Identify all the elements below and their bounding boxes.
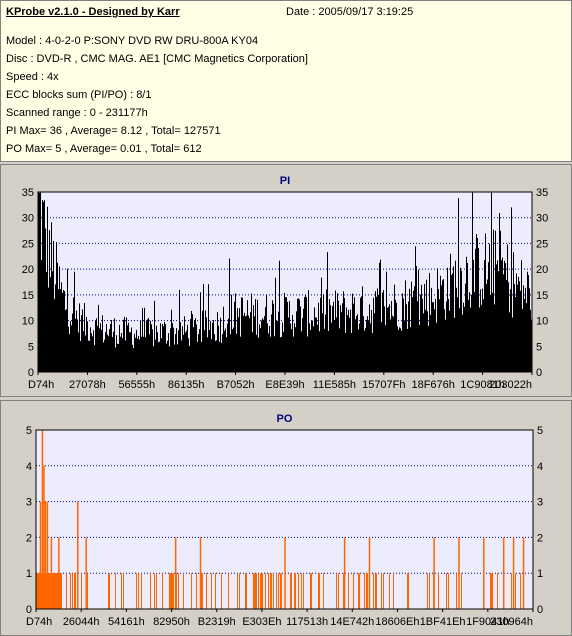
y-tick-label-left: 5 xyxy=(26,425,32,437)
y-tick-label-left: 10 xyxy=(22,316,34,328)
x-tick-label: 1F9041h xyxy=(466,616,509,628)
info-model: Model : 4-0-2-0 P:SONY DVD RW DRU-800A K… xyxy=(6,35,259,47)
x-tick-label: 14E742h xyxy=(330,616,374,628)
y-tick-label-left: 30 xyxy=(22,213,34,225)
y-tick-label-left: 0 xyxy=(26,604,32,616)
scan-date: Date : 2005/09/17 3:19:25 xyxy=(286,6,414,18)
info-ecc-sum: ECC blocks sum (PI/PO) : 8/1 xyxy=(6,89,152,101)
chart-title: PO xyxy=(277,413,293,425)
y-tick-label-left: 3 xyxy=(26,497,32,509)
x-tick-label: 230964h xyxy=(490,616,533,628)
plot-frame xyxy=(35,429,534,610)
x-tick-label: 54161h xyxy=(108,616,145,628)
x-tick-label: 18F676h xyxy=(411,379,454,391)
info-po-stats: PO Max= 5 , Average= 0.01 , Total= 612 xyxy=(6,143,202,155)
y-tick-label-right: 20 xyxy=(536,264,548,276)
y-tick-label-left: 4 xyxy=(26,461,32,473)
y-tick-label-left: 20 xyxy=(22,264,34,276)
y-tick-label-right: 3 xyxy=(537,497,543,509)
y-tick-label-right: 25 xyxy=(536,238,548,250)
x-tick-label: 15707Fh xyxy=(362,379,405,391)
x-tick-label: 1C9081h xyxy=(460,379,505,391)
y-tick-label-right: 0 xyxy=(536,367,542,379)
po-bars xyxy=(36,430,525,609)
x-tick-label: E8E39h xyxy=(265,379,304,391)
po-chart-panel: 0 0 1 1 2 2 3 3 4 4 5 5 PO D74h 26044h 54161h 82950h B231… xyxy=(0,400,572,636)
y-tick-label-left: 25 xyxy=(22,238,34,250)
x-tick-label: D74h xyxy=(26,616,52,628)
y-tick-label-right: 5 xyxy=(537,425,543,437)
y-tick-label-right: 15 xyxy=(536,290,548,302)
info-speed: Speed : 4x xyxy=(6,71,59,83)
x-tick-label: 56555h xyxy=(118,379,155,391)
x-tick-label: 18606Eh xyxy=(375,616,419,628)
po-chart: 0 0 1 1 2 2 3 3 4 4 5 5 PO D74h 26044h 54161h 82950h B231… xyxy=(26,413,543,628)
y-tick-label-right: 0 xyxy=(537,604,543,616)
x-tick-label: E303Eh xyxy=(242,616,281,628)
y-tick-label-right: 1 xyxy=(537,568,543,580)
app-title: KProbe v2.1.0 - Designed by Karr xyxy=(6,6,180,18)
pi-chart: 0 0 5 5 10 10 15 15 20 20 25 25 30 30 35 35 PI D74h 27078h… xyxy=(22,175,549,391)
x-tick-label: B7052h xyxy=(217,379,255,391)
x-tick-label: 11E585h xyxy=(313,379,356,391)
x-tick-label: 27078h xyxy=(69,379,106,391)
x-tick-label: 82950h xyxy=(153,616,190,628)
x-tick-label: 117513h xyxy=(286,616,328,628)
info-panel: KProbe v2.1.0 - Designed by Karr Date : … xyxy=(0,0,572,162)
y-tick-label-right: 35 xyxy=(536,187,548,199)
y-tick-label-left: 1 xyxy=(26,568,32,580)
info-pi-stats: PI Max= 36 , Average= 8.12 , Total= 1275… xyxy=(6,125,221,137)
info-disc: Disc : DVD-R , CMC MAG. AE1 [CMC Magneti… xyxy=(6,53,308,65)
y-tick-label-right: 5 xyxy=(536,341,542,353)
y-tick-label-left: 15 xyxy=(22,290,34,302)
x-tick-label: 203022h xyxy=(489,379,532,391)
x-tick-label: 1BF41Eh xyxy=(420,616,466,628)
y-tick-label-right: 30 xyxy=(536,213,548,225)
y-tick-label-left: 5 xyxy=(28,341,34,353)
y-tick-label-left: 35 xyxy=(22,187,34,199)
y-tick-label-right: 4 xyxy=(537,461,543,473)
y-tick-label-right: 2 xyxy=(537,532,543,544)
info-scanned-range: Scanned range : 0 - 231177h xyxy=(6,107,148,119)
y-tick-label-right: 10 xyxy=(536,316,548,328)
y-tick-label-left: 2 xyxy=(26,532,32,544)
y-tick-label-left: 0 xyxy=(28,367,34,379)
chart-title: PI xyxy=(280,175,290,187)
x-tick-label: 26044h xyxy=(63,616,100,628)
po-dense-block xyxy=(36,573,59,609)
x-tick-label: 86135h xyxy=(168,379,205,391)
x-tick-label: B2319h xyxy=(198,616,236,628)
x-tick-label: D74h xyxy=(28,379,54,391)
pi-chart-panel: 0 0 5 5 10 10 15 15 20 20 25 25 30 30 35 35 PI D74h 27078h… xyxy=(0,164,572,397)
